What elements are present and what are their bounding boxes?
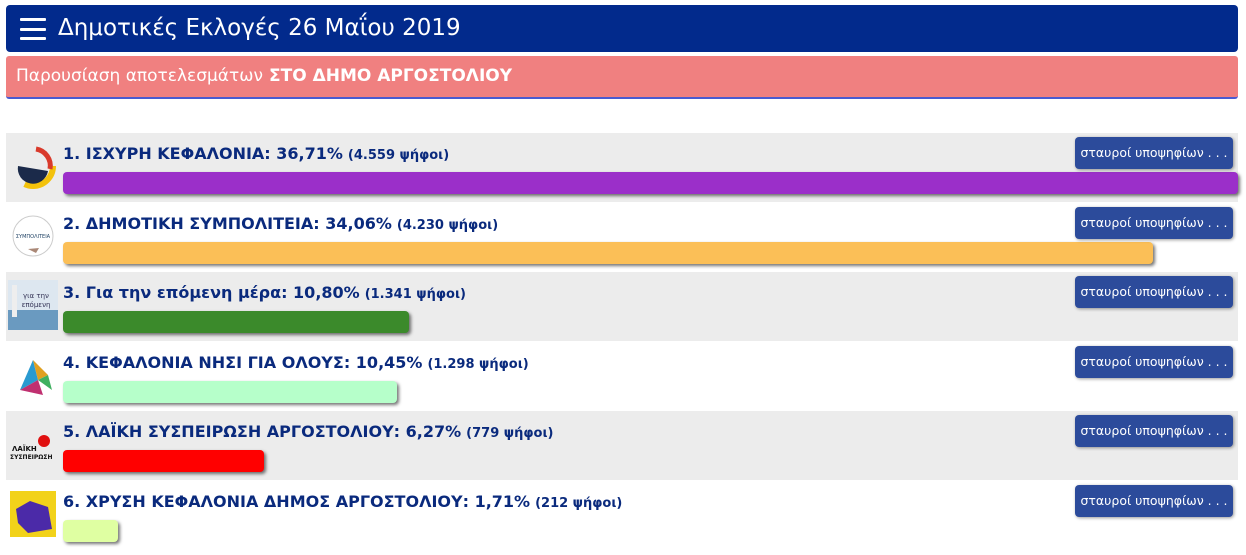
logo-image: ΣΥΜΠΟΛΙΤΕΙΑ: [12, 215, 54, 256]
party-logo: για την επόμενη: [8, 280, 58, 330]
party-title: 4. ΚΕΦΑΛΟΝΙΑ ΝΗΣΙ ΓΙΑ ΟΛΟΥΣ: 10,45% (1.29…: [63, 353, 529, 372]
logo-image: [10, 143, 56, 189]
banner-highlight: ΣΤΟ ΔΗΜΟ ΑΡΓΟΣΤΟΛΙΟΥ: [268, 66, 513, 86]
party-row: 6. ΧΡΥΣΗ ΚΕΦΑΛΟΝΙΑ ΔΗΜΟΣ ΑΡΓΟΣΤΟΛΙΟΥ: 1,…: [6, 481, 1238, 550]
result-bar: [63, 380, 398, 403]
party-votes: (4.559 ψήφοι): [347, 148, 450, 163]
party-title: 3. Για την επόμενη μέρα: 10,80% (1.341 ψή…: [63, 283, 466, 302]
party-percent: 36,71%: [276, 144, 343, 163]
result-bar: [63, 172, 1238, 194]
party-logo: ΛΑΪΚΗ ΣΥΣΠΕΙΡΩΣΗ: [8, 419, 58, 469]
logo-image: [10, 490, 56, 537]
party-row: ΛΑΪΚΗ ΣΥΣΠΕΙΡΩΣΗ 5. ΛΑΪΚΗ ΣΥΣΠΕΙΡΩΣΗ ΑΡΓΟΣ…: [6, 411, 1238, 480]
party-percent: 10,45%: [355, 352, 423, 372]
banner: Παρουσίαση αποτελεσμάτων ΣΤΟ ΔΗΜΟ ΑΡΓΟΣΤΟ…: [6, 56, 1238, 99]
party-row: για την επόμενη 3. Για την επόμενη μέρα: 1…: [6, 272, 1238, 341]
party-label: 2. ΔΗΜΟΤΙΚΗ ΣΥΜΠΟΛΙΤΕΙΑ:: [63, 213, 320, 233]
party-row: ΣΥΜΠΟΛΙΤΕΙΑ 2. ΔΗΜΟΤΙΚΗ ΣΥΜΠΟΛΙΤΕΙΑ: 34,0…: [6, 203, 1238, 272]
party-percent: 1,71%: [474, 491, 531, 511]
party-row: 4. ΚΕΦΑΛΟΝΙΑ ΝΗΣΙ ΓΙΑ ΟΛΟΥΣ: 10,45% (1.29…: [6, 342, 1238, 411]
candidates-button[interactable]: σταυροί υποψηφίων . . .: [1075, 276, 1233, 308]
header-title: Δημοτικές Εκλογές 26 Μαΐου 2019: [58, 15, 461, 41]
candidates-button[interactable]: σταυροί υποψηφίων . . .: [1075, 345, 1233, 378]
party-label: 5. ΛΑΪΚΗ ΣΥΣΠΕΙΡΩΣΗ ΑΡΓΟΣΤΟΛΙΟΥ:: [63, 422, 401, 441]
party-votes: (1.298 ψήφοι): [427, 356, 529, 372]
party-logo: [8, 489, 58, 539]
menu-button[interactable]: [20, 18, 46, 40]
party-label: 6. ΧΡΥΣΗ ΚΕΦΑΛΟΝΙΑ ΔΗΜΟΣ ΑΡΓΟΣΤΟΛΙΟΥ:: [63, 491, 469, 511]
party-title: 2. ΔΗΜΟΤΙΚΗ ΣΥΜΠΟΛΙΤΕΙΑ: 34,06% (4.230 ψή…: [63, 214, 498, 233]
svg-text:ΣΥΣΠΕΙΡΩΣΗ: ΣΥΣΠΕΙΡΩΣΗ: [10, 454, 53, 461]
candidates-button[interactable]: σταυροί υποψηφίων . . .: [1075, 206, 1233, 239]
party-percent: 6,27%: [405, 422, 462, 441]
party-label: 3. Για την επόμενη μέρα:: [63, 283, 288, 302]
party-percent: 34,06%: [325, 213, 392, 233]
party-votes: (779 ψήφοι): [466, 426, 554, 441]
party-title: 6. ΧΡΥΣΗ ΚΕΦΑΛΟΝΙΑ ΔΗΜΟΣ ΑΡΓΟΣΤΟΛΙΟΥ: 1,…: [63, 492, 622, 511]
party-row: 1. ΙΣΧΥΡΗ ΚΕΦΑΛΟΝΙΑ: 36,71% (4.559 ψήφοι)…: [6, 133, 1238, 202]
candidates-button[interactable]: σταυροί υποψηφίων . . .: [1075, 484, 1233, 517]
party-logo: [8, 350, 58, 400]
party-votes: (1.341 ψήφοι): [364, 287, 466, 302]
party-label: 4. ΚΕΦΑΛΟΝΙΑ ΝΗΣΙ ΓΙΑ ΟΛΟΥΣ:: [63, 352, 351, 372]
result-bar: [63, 519, 118, 542]
party-title: 5. ΛΑΪΚΗ ΣΥΣΠΕΙΡΩΣΗ ΑΡΓΟΣΤΟΛΙΟΥ: 6,27% (7…: [63, 422, 553, 441]
party-logo: [8, 141, 58, 191]
party-title: 1. ΙΣΧΥΡΗ ΚΕΦΑΛΟΝΙΑ: 36,71% (4.559 ψήφοι): [63, 144, 449, 163]
header: Δημοτικές Εκλογές 26 Μαΐου 2019: [6, 5, 1238, 52]
logo-image: [20, 359, 52, 395]
candidates-button[interactable]: σταυροί υποψηφίων . . .: [1075, 137, 1233, 169]
result-bar: [63, 241, 1153, 264]
svg-text:ΛΑΪΚΗ: ΛΑΪΚΗ: [12, 444, 37, 453]
svg-text:επόμενη: επόμενη: [22, 301, 51, 309]
candidates-button[interactable]: σταυροί υποψηφίων . . .: [1075, 415, 1233, 447]
banner-text: Παρουσίαση αποτελεσμάτων: [16, 66, 263, 86]
party-votes: (212 ψήφοι): [535, 495, 623, 511]
party-logo: ΣΥΜΠΟΛΙΤΕΙΑ: [8, 211, 58, 261]
party-percent: 10,80%: [293, 283, 360, 302]
party-label: 1. ΙΣΧΥΡΗ ΚΕΦΑΛΟΝΙΑ:: [63, 144, 271, 163]
svg-text:για την: για την: [23, 292, 49, 300]
svg-text:ΣΥΜΠΟΛΙΤΕΙΑ: ΣΥΜΠΟΛΙΤΕΙΑ: [16, 234, 51, 240]
result-bar: [63, 311, 409, 333]
result-bar: [63, 450, 264, 472]
party-votes: (4.230 ψήφοι): [396, 217, 499, 233]
